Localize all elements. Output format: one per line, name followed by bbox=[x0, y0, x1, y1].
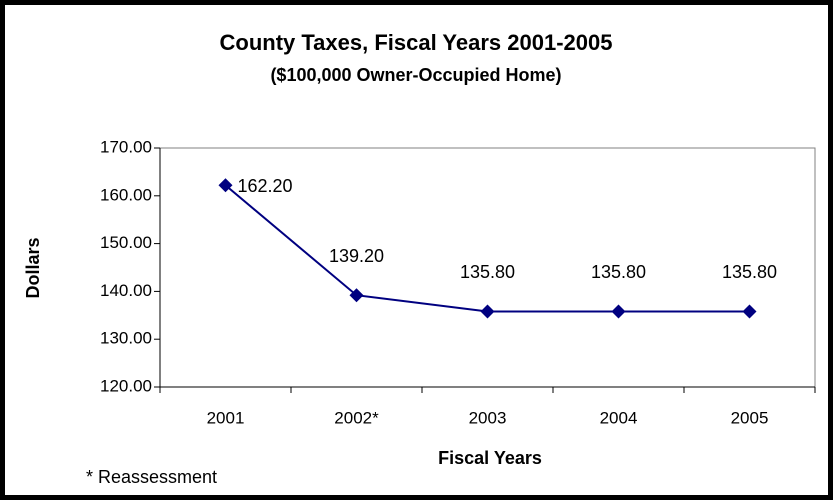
data-label: 135.80 bbox=[722, 262, 777, 282]
plot-area bbox=[159, 147, 816, 388]
annotation: * Reassessment bbox=[86, 467, 217, 487]
y-axis-label: Dollars bbox=[23, 237, 43, 298]
y-tick-label: 130.00 bbox=[100, 329, 152, 348]
marker bbox=[218, 178, 233, 193]
y-tick-label: 160.00 bbox=[100, 185, 152, 204]
data-label: 139.20 bbox=[329, 246, 384, 266]
marker bbox=[742, 304, 757, 319]
x-tick-label: 2004 bbox=[600, 408, 638, 427]
x-tick-label: 2001 bbox=[207, 408, 245, 427]
x-tick-label: 2003 bbox=[469, 408, 507, 427]
marker bbox=[611, 304, 626, 319]
x-tick-label: 2002* bbox=[334, 408, 379, 427]
data-label: 162.20 bbox=[238, 176, 293, 196]
data-label: 135.80 bbox=[460, 262, 515, 282]
x-axis-label: Fiscal Years bbox=[438, 448, 542, 468]
y-tick-label: 150.00 bbox=[100, 233, 152, 252]
chart-subtitle: ($100,000 Owner-Occupied Home) bbox=[270, 65, 561, 85]
x-tick-label: 2005 bbox=[731, 408, 769, 427]
marker bbox=[480, 304, 495, 319]
marker bbox=[349, 288, 364, 303]
chart-title: County Taxes, Fiscal Years 2001-2005 bbox=[220, 30, 613, 55]
y-tick-label: 170.00 bbox=[100, 137, 152, 156]
y-tick-label: 140.00 bbox=[100, 281, 152, 300]
y-tick-label: 120.00 bbox=[100, 376, 152, 395]
data-label: 135.80 bbox=[591, 262, 646, 282]
